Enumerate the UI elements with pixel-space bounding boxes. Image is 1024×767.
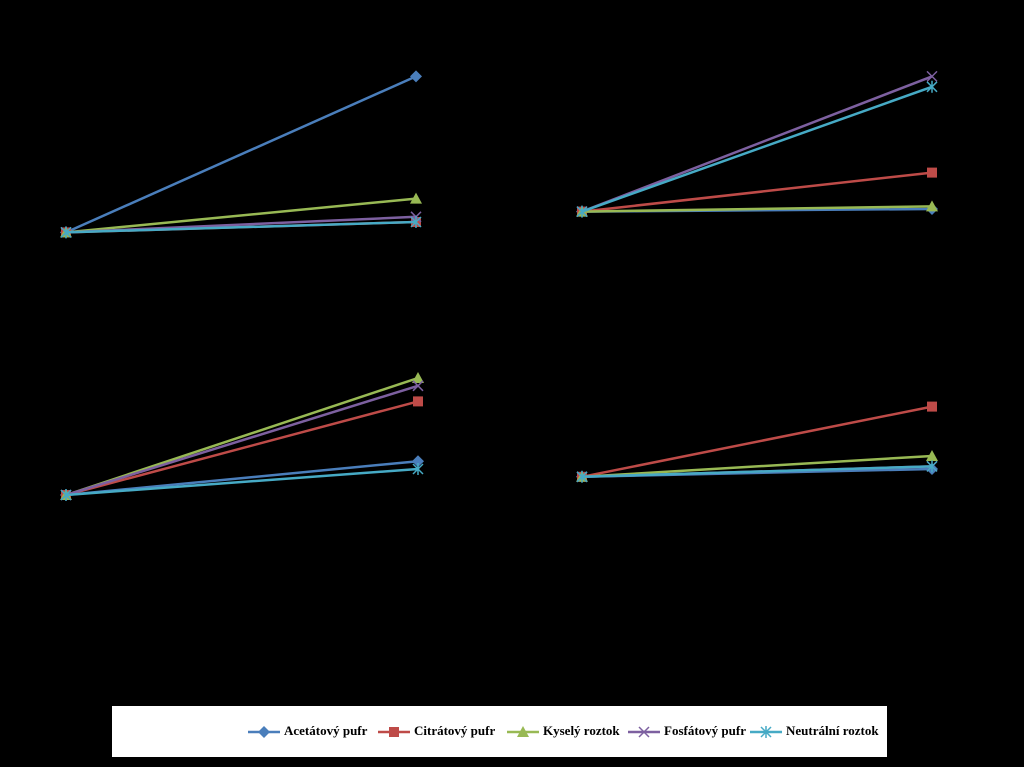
marker bbox=[410, 70, 422, 83]
series-line bbox=[581, 405, 933, 479]
marker bbox=[412, 455, 424, 468]
series-line bbox=[581, 205, 933, 213]
marker bbox=[576, 205, 588, 218]
series-line bbox=[65, 400, 419, 497]
marker bbox=[412, 380, 424, 392]
series-line bbox=[65, 75, 417, 234]
series-line bbox=[581, 85, 933, 213]
marker bbox=[60, 226, 72, 239]
marker bbox=[927, 167, 937, 178]
series-line bbox=[581, 75, 933, 213]
marker bbox=[927, 401, 937, 412]
marker bbox=[576, 470, 588, 483]
series-line bbox=[65, 197, 417, 234]
legend-label: Fosfátový pufr bbox=[664, 723, 746, 738]
legend-marker bbox=[517, 726, 529, 737]
series-line bbox=[65, 467, 419, 497]
series-line bbox=[65, 459, 419, 497]
marker bbox=[926, 450, 938, 461]
legend-label: Citrátový pufr bbox=[414, 723, 495, 738]
legend-marker bbox=[389, 727, 399, 737]
marker bbox=[60, 489, 72, 501]
marker bbox=[412, 372, 424, 383]
marker bbox=[926, 460, 938, 473]
marker bbox=[926, 70, 938, 82]
marker bbox=[926, 200, 938, 212]
series-line bbox=[581, 465, 933, 479]
legend-label: Neutrální roztok bbox=[786, 723, 879, 738]
legend-marker bbox=[638, 726, 650, 738]
marker bbox=[410, 192, 422, 204]
legend-label: Kyselý roztok bbox=[543, 723, 620, 738]
legend-marker bbox=[258, 726, 270, 738]
marker bbox=[926, 80, 938, 93]
series-line bbox=[581, 454, 933, 479]
marker bbox=[412, 463, 424, 475]
series-line bbox=[581, 171, 933, 213]
marker bbox=[413, 396, 423, 407]
marker bbox=[410, 216, 422, 228]
legend-label: Acetátový pufr bbox=[284, 723, 368, 738]
series-line bbox=[65, 384, 419, 497]
legend-marker bbox=[760, 726, 772, 738]
series-line bbox=[65, 220, 417, 234]
